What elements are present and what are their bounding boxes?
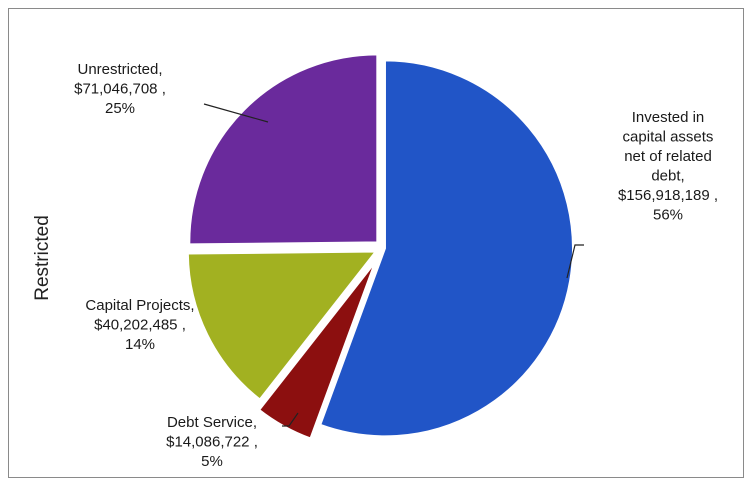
label-line: Invested in	[632, 109, 705, 126]
label-line: $71,046,708 ,	[74, 81, 166, 98]
label-line: debt,	[651, 168, 684, 185]
slice-invested-capital-assets	[318, 59, 574, 438]
label-unrestricted: Unrestricted, $71,046,708 , 25%	[74, 61, 166, 117]
label-invested-capital-assets: Invested in capital assets net of related d…	[618, 109, 718, 224]
leader-lines	[203, 103, 584, 427]
leader-line-invested-capital-assets	[566, 244, 584, 279]
restricted-side-label: Restricted	[32, 215, 53, 301]
label-line: Unrestricted,	[77, 61, 162, 78]
slice-labels: Invested in capital assets net of related d…	[74, 61, 718, 470]
label-line: 25%	[105, 100, 135, 117]
label-line: 56%	[653, 207, 683, 224]
label-line: 5%	[201, 453, 223, 470]
label-line: net of related	[624, 148, 712, 165]
leader-line-debt-service	[282, 412, 299, 427]
label-line: 14%	[125, 336, 155, 353]
label-line: Capital Projects,	[85, 297, 194, 314]
label-capital-projects: Capital Projects, $40,202,485 , 14%	[85, 297, 194, 353]
leader-line-unrestricted	[203, 103, 269, 123]
slice-unrestricted	[188, 53, 379, 246]
label-debt-service: Debt Service, $14,086,722 , 5%	[166, 414, 258, 470]
label-line: $40,202,485 ,	[94, 317, 186, 334]
label-line: capital assets	[623, 129, 714, 146]
slice-capital-projects	[186, 250, 378, 401]
label-line: Debt Service,	[167, 414, 257, 431]
label-line: $156,918,189 ,	[618, 187, 718, 204]
pie-slices	[186, 53, 574, 440]
label-line: $14,086,722 ,	[166, 434, 258, 451]
